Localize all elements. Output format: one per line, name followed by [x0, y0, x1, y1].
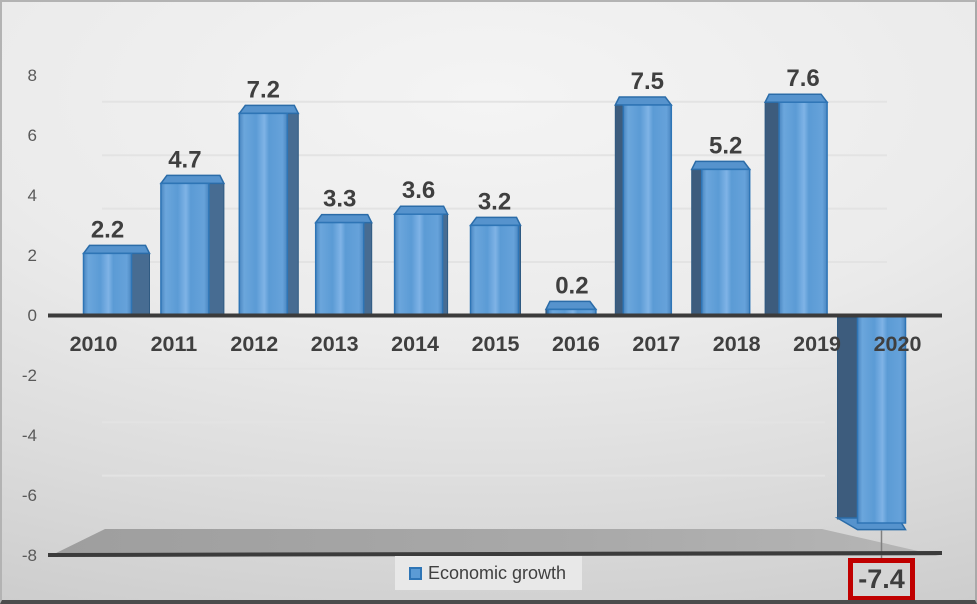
value-label-2014: 3.6: [402, 177, 435, 204]
floor-plane: [50, 529, 940, 556]
category-label-2019: 2019: [793, 332, 841, 356]
bar-top-face: [690, 160, 752, 171]
value-label-2015: 3.2: [478, 188, 511, 215]
category-label-2017: 2017: [632, 332, 680, 356]
y-tick--2: -2: [22, 366, 37, 385]
bar-top-face: [82, 244, 151, 255]
value-label-2018: 5.2: [709, 132, 742, 159]
bar-2017[interactable]: [614, 96, 673, 316]
bar-2016[interactable]: [544, 300, 598, 316]
y-tick-8: 8: [28, 66, 37, 85]
bar-side-face: [286, 112, 299, 316]
y-tick-4: 4: [28, 186, 37, 205]
bar-front-face: [469, 224, 520, 316]
bar-side-face: [208, 182, 225, 316]
category-label-2011: 2011: [151, 332, 198, 356]
y-tick--6: -6: [22, 486, 37, 505]
bar-front-face: [82, 252, 133, 316]
bar-side-face: [131, 252, 150, 316]
y-tick-2: 2: [28, 246, 37, 265]
bar-2011[interactable]: [159, 174, 226, 316]
legend-marker-icon: [409, 566, 422, 580]
highlighted-data-label[interactable]: -7.4: [848, 558, 915, 600]
bar-top-face: [237, 104, 300, 115]
bar-side-face: [363, 222, 373, 316]
bar-top-face: [314, 213, 373, 224]
value-label-2019: 7.6: [786, 65, 819, 92]
bar-top-face: [614, 96, 673, 106]
bar-2012[interactable]: [237, 104, 300, 316]
value-label-2013: 3.3: [323, 186, 356, 213]
bar-front-face: [856, 314, 907, 524]
highlighted-data-label-text: -7.4: [858, 564, 905, 594]
bar-2020[interactable]: [834, 314, 907, 531]
y-tick-0: 0: [28, 306, 37, 325]
bar-2010[interactable]: [82, 244, 151, 316]
y-tick-6: 6: [28, 126, 37, 145]
category-label-2016: 2016: [552, 332, 600, 356]
bar-front-face: [778, 101, 828, 316]
category-label-2018: 2018: [713, 332, 761, 356]
value-label-2010: 2.2: [91, 216, 124, 243]
bar-front-face: [160, 182, 210, 316]
bar-side-face: [764, 101, 780, 316]
category-label-2020: 2020: [874, 332, 922, 356]
category-label-2014: 2014: [391, 332, 439, 356]
category-label-2015: 2015: [472, 332, 520, 356]
bar-2014[interactable]: [393, 205, 449, 316]
value-label-2017: 7.5: [631, 68, 664, 95]
bar-top-face: [544, 300, 598, 311]
bar-front-face: [700, 168, 751, 316]
bar-2018[interactable]: [690, 160, 752, 316]
bar-top-face: [393, 205, 449, 215]
bar-2019[interactable]: [763, 93, 829, 316]
bar-front-face: [238, 112, 289, 316]
bar-2015[interactable]: [469, 216, 522, 316]
bar-front-face: [393, 213, 444, 316]
y-tick--8: -8: [22, 546, 37, 565]
bar-front-face: [314, 221, 365, 316]
bar-top-face: [763, 93, 829, 103]
value-label-2016: 0.2: [555, 272, 588, 299]
bar-top-face: [159, 174, 226, 185]
bar-front-face: [622, 104, 673, 316]
category-label-2012: 2012: [230, 332, 278, 356]
legend-label: Economic growth: [428, 562, 567, 583]
category-label-2010: 2010: [70, 332, 118, 356]
bar-top-face: [469, 216, 522, 227]
bottom-axis-line: [47, 551, 943, 557]
legend[interactable]: Economic growth: [395, 556, 582, 590]
value-label-2011: 4.7: [168, 146, 201, 173]
bar-2013[interactable]: [314, 213, 373, 316]
value-label-2012: 7.2: [247, 76, 280, 103]
bar-side-face: [691, 168, 703, 316]
y-tick--4: -4: [22, 426, 37, 445]
category-label-2013: 2013: [311, 332, 359, 356]
bar-side-face: [614, 104, 624, 316]
